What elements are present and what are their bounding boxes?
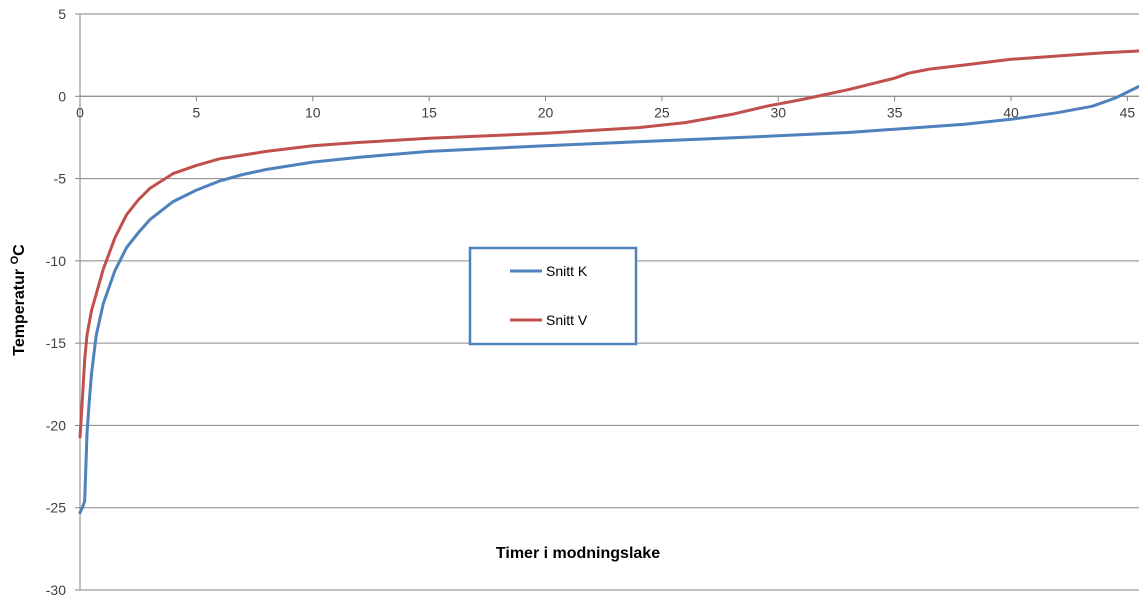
x-tick-label: 40 (1003, 104, 1019, 120)
x-tick-label: 5 (192, 104, 200, 120)
y-tick-label: -5 (54, 171, 67, 187)
y-tick-label: -20 (46, 417, 66, 433)
x-tick-label: 30 (770, 104, 786, 120)
x-tick-label: 25 (654, 104, 670, 120)
x-tick-labels: 0 5 10 15 20 25 30 35 40 45 (76, 104, 1135, 120)
y-tick-label: 5 (58, 6, 66, 22)
x-tick-label: 35 (887, 104, 903, 120)
x-tick-label: 20 (538, 104, 554, 120)
series-line-snitt-v (78, 49, 1139, 439)
series-lines (78, 49, 1139, 515)
y-tick-label: -10 (46, 253, 66, 269)
x-tick-label: 15 (421, 104, 437, 120)
x-tick-label: 45 (1120, 104, 1136, 120)
y-axis-title: Temperatur OC (9, 244, 28, 356)
x-tick-label: 10 (305, 104, 321, 120)
legend-label-snitt-v: Snitt V (546, 312, 588, 328)
y-tick-label: -30 (46, 582, 66, 598)
legend: Snitt K Snitt V (468, 246, 638, 346)
y-axis-title-tail: C (11, 244, 28, 256)
x-tick-label: 0 (76, 104, 84, 120)
y-tick-label: -25 (46, 500, 66, 516)
legend-label-snitt-k: Snitt K (546, 263, 588, 279)
legend-box (468, 246, 638, 346)
y-tick-label: 0 (58, 88, 66, 104)
series-line-snitt-k (78, 84, 1139, 515)
x-axis-title: Timer i modningslake (496, 545, 660, 562)
y-axis-title-main: Temperatur (11, 264, 28, 355)
axes (75, 13, 1139, 591)
y-tick-label: -15 (46, 335, 66, 351)
y-axis-title-superscript: O (9, 255, 21, 264)
y-tick-labels: 5 0 -5 -10 -15 -20 -25 -30 (46, 6, 66, 598)
